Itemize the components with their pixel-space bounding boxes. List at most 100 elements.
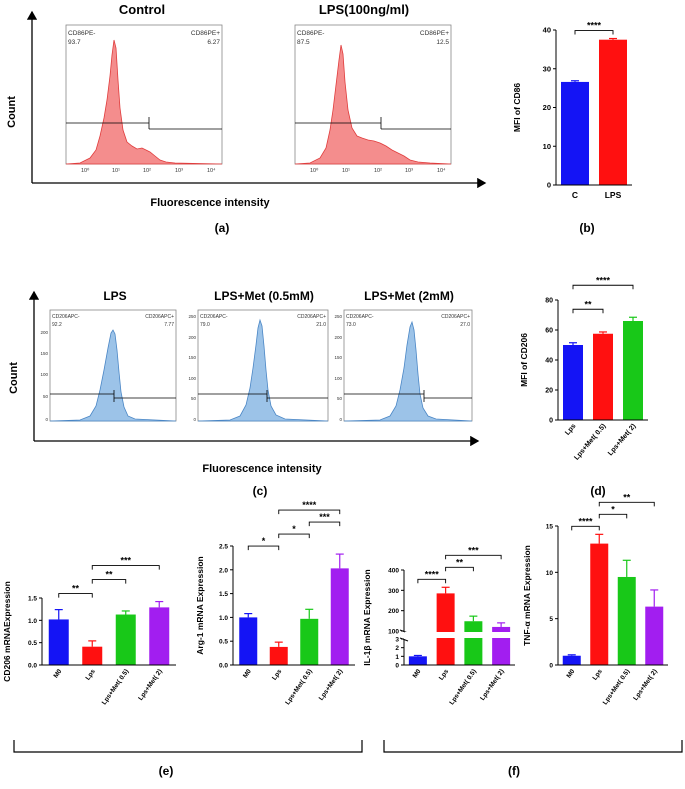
bar bbox=[436, 593, 455, 665]
y-tick-label: 0 bbox=[549, 418, 553, 425]
significance-bracket bbox=[308, 521, 341, 527]
significance-bracket bbox=[445, 566, 474, 572]
y-tick-label: 1.0 bbox=[219, 615, 228, 622]
y-tick-label: 0.5 bbox=[28, 640, 37, 647]
hist-a2-pos-label: CD86PE+ bbox=[420, 30, 449, 37]
hist-a1-tick: 10³ bbox=[175, 168, 183, 174]
bar bbox=[408, 656, 427, 665]
hist-a2-pos-value: 12.5 bbox=[436, 39, 449, 46]
y-axis-label: MFI of CD86 bbox=[512, 83, 522, 132]
bracket-e bbox=[13, 740, 363, 753]
hist-c2-ytick: 250 bbox=[188, 314, 196, 319]
significance-label: **** bbox=[425, 569, 440, 579]
bar bbox=[149, 607, 170, 665]
significance-bracket bbox=[91, 565, 160, 570]
significance-bracket bbox=[598, 513, 628, 519]
hist-a2: CD86PE- 87.5 CD86PE+ 12.5 10⁰ 10¹ 10² 10… bbox=[294, 24, 452, 174]
y-tick-label: 2 bbox=[395, 645, 399, 652]
y-axis-label: CD206 mRNAExpression bbox=[2, 581, 12, 682]
y-axis-label: Arg-1 mRNA Expression bbox=[195, 556, 205, 654]
significance-label: * bbox=[262, 536, 266, 546]
y-tick-label: 40 bbox=[545, 358, 553, 365]
bar bbox=[464, 621, 483, 665]
x-tick-label: Lps+Met( 0.5) bbox=[448, 668, 478, 706]
panel-d-label: (d) bbox=[590, 484, 605, 498]
hist-c1: CD206APC- 92.2 CD206APC+ 7.77 200 150 10… bbox=[40, 309, 177, 422]
hist-c1-curve bbox=[49, 329, 177, 422]
y-tick-label: 80 bbox=[545, 298, 553, 305]
chart-b: 0 10 20 30 40 MFI of CD86 C LPS **** bbox=[512, 21, 632, 200]
hist-c3: CD206APC- 73.0 CD206APC+ 27.0 250 200 15… bbox=[334, 309, 473, 422]
hist-c3-ytick: 50 bbox=[337, 396, 343, 401]
y-tick-label: 30 bbox=[543, 64, 551, 73]
hist-c3-neg-value: 73.0 bbox=[346, 322, 356, 328]
hist-c3-neg-label: CD206APC- bbox=[346, 314, 374, 320]
bar bbox=[623, 321, 643, 420]
bar bbox=[48, 619, 69, 665]
hist-a2-neg-label: CD86PE- bbox=[297, 30, 324, 37]
hist-c2-neg-value: 79.0 bbox=[200, 322, 210, 328]
hist-a2-title: LPS(100ng/ml) bbox=[319, 2, 409, 17]
hist-c1-ytick: 200 bbox=[40, 330, 48, 335]
y-tick-label: 60 bbox=[545, 328, 553, 335]
significance-bracket bbox=[572, 284, 634, 290]
hist-a2-tick: 10² bbox=[374, 168, 382, 174]
significance-bracket bbox=[445, 554, 502, 560]
x-tick-label: Lps+Met( 0.5) bbox=[284, 668, 314, 706]
y-tick-label: 1.0 bbox=[28, 618, 37, 625]
y-tick-label: 0 bbox=[547, 181, 551, 190]
y-tick-label: 0 bbox=[395, 663, 399, 670]
significance-bracket bbox=[598, 501, 655, 507]
x-tick-label: Lps bbox=[271, 668, 284, 682]
hist-c3-ytick: 0 bbox=[339, 417, 342, 422]
bar bbox=[593, 333, 613, 420]
hist-c1-pos-label: CD206APC+ bbox=[145, 314, 174, 320]
y-tick-label: 400 bbox=[388, 568, 399, 575]
hist-a1-tick: 10¹ bbox=[112, 168, 120, 174]
y-tick-label: 2.5 bbox=[219, 544, 228, 551]
bar bbox=[599, 39, 627, 185]
significance-bracket bbox=[572, 308, 604, 314]
hist-a2-tick: 10³ bbox=[405, 168, 413, 174]
panel-e-label: (e) bbox=[159, 764, 174, 778]
panel-c-label: (c) bbox=[253, 484, 268, 498]
y-tick-label: 0 bbox=[549, 663, 553, 670]
y-tick-label: 20 bbox=[545, 388, 553, 395]
hist-c2-neg-label: CD206APC- bbox=[200, 314, 228, 320]
hist-c3-ytick: 200 bbox=[334, 335, 342, 340]
significance-bracket bbox=[91, 579, 127, 584]
significance-bracket bbox=[571, 525, 600, 531]
hist-c2-ytick: 0 bbox=[193, 417, 196, 422]
y-axis-label: MFI of CD206 bbox=[519, 333, 529, 387]
y-tick-label: 1.5 bbox=[219, 591, 228, 598]
hist-c3-pos-value: 27.0 bbox=[460, 322, 470, 328]
hist-c3-pos-label: CD206APC+ bbox=[441, 314, 470, 320]
x-tick-label: M0 bbox=[412, 668, 423, 680]
bar bbox=[617, 576, 636, 665]
hist-a1-title: Control bbox=[119, 2, 165, 17]
significance-bracket bbox=[58, 593, 93, 598]
significance-label: *** bbox=[468, 545, 479, 555]
x-tick-label: Lps+Met( 2) bbox=[479, 668, 506, 702]
chart-e2: 0.0 0.5 1.0 1.5 2.0 2.5 Arg-1 mRNA Expression M… bbox=[195, 500, 355, 706]
hist-a1-curve bbox=[65, 39, 223, 165]
y-tick-label: 2.0 bbox=[219, 567, 228, 574]
hist-c3-ytick: 250 bbox=[334, 314, 342, 319]
x-tick-label: Lps+Met( 2) bbox=[632, 668, 659, 702]
bar bbox=[300, 618, 319, 665]
hist-c1-ytick: 150 bbox=[40, 351, 48, 356]
hist-a2-tick: 10⁴ bbox=[437, 167, 446, 174]
panel-b-label: (b) bbox=[579, 221, 594, 235]
hist-c3-ytick: 100 bbox=[334, 376, 342, 381]
significance-label: * bbox=[611, 504, 615, 514]
hist-c1-title: LPS bbox=[103, 289, 126, 303]
y-tick-label: 15 bbox=[546, 524, 554, 531]
bar bbox=[82, 646, 103, 665]
bar bbox=[330, 568, 349, 665]
y-tick-label: 0.0 bbox=[219, 663, 228, 670]
hist-a1-tick: 10² bbox=[143, 168, 151, 174]
significance-label: *** bbox=[120, 556, 131, 566]
y-tick-label: 10 bbox=[546, 570, 554, 577]
